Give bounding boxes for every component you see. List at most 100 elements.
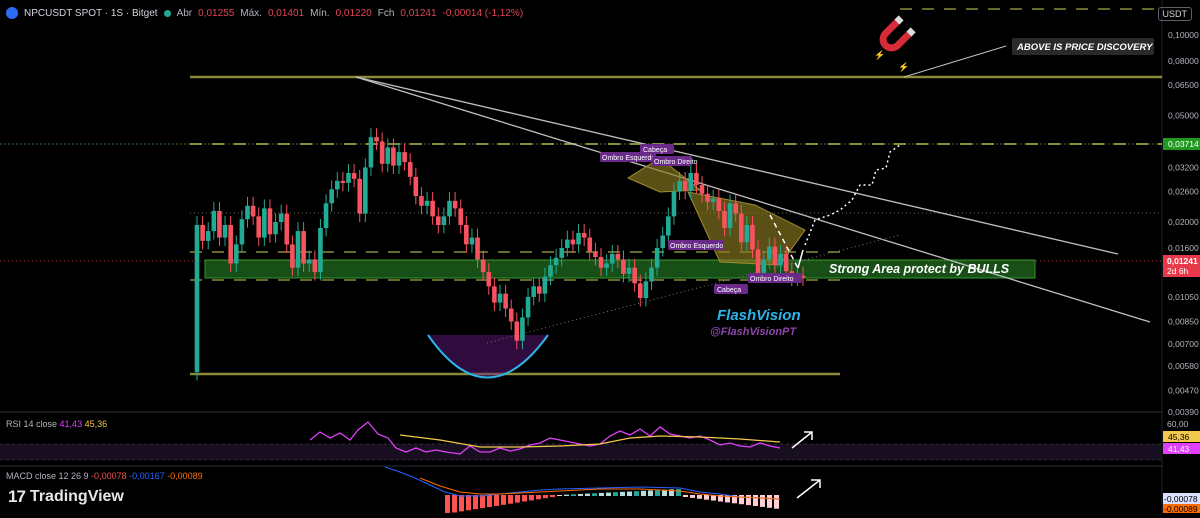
candle	[374, 128, 379, 150]
symbol-title[interactable]: NPCUSDT SPOT · 1S · Bitget	[24, 7, 158, 19]
candle	[211, 202, 217, 240]
candle	[682, 171, 688, 200]
candle	[621, 250, 626, 283]
candle	[677, 171, 682, 200]
candle	[256, 207, 262, 246]
tradingview-logo[interactable]: 17 TradingView	[8, 487, 124, 506]
candle	[694, 164, 699, 194]
macd-bar	[592, 493, 597, 496]
macd-bar	[599, 492, 604, 496]
close-value: 0,01241	[400, 7, 437, 19]
macd-axis-tags: -0,00078 -0,00089	[1163, 493, 1200, 514]
macd-bar	[480, 495, 485, 509]
macd-bar	[627, 491, 632, 496]
candle	[475, 228, 480, 268]
candle	[492, 277, 497, 312]
macd-bar	[473, 495, 478, 510]
candle	[525, 287, 531, 326]
candle	[581, 224, 587, 246]
candle	[750, 216, 755, 258]
macd-bar	[550, 495, 555, 498]
symbol-header[interactable]: NPCUSDT SPOT · 1S · Bitget Abr 0,01255 Má…	[6, 7, 523, 19]
candle	[497, 284, 503, 312]
candle	[559, 239, 565, 267]
candle	[604, 254, 609, 277]
macd-bar	[725, 495, 730, 503]
macd-bar	[648, 490, 653, 496]
price-tag-current: 0,01241 2d 6h	[1163, 255, 1200, 277]
macd-bar	[452, 495, 457, 513]
macd-bar	[466, 495, 471, 511]
macd-bar	[760, 495, 765, 507]
candle	[469, 228, 475, 253]
candle	[435, 207, 441, 234]
price-tick-3: 0,05000	[1168, 111, 1199, 121]
candle	[548, 256, 553, 286]
candle	[346, 164, 351, 192]
macd-bar	[634, 491, 639, 496]
svg-text:45,36: 45,36	[1168, 432, 1190, 442]
macd-bar	[662, 489, 667, 496]
macd-bar	[543, 495, 548, 499]
candle	[385, 138, 391, 173]
price-tick-5: 0,03200	[1168, 162, 1199, 172]
macd-bar	[564, 494, 569, 496]
candle	[262, 199, 267, 246]
tradingview-icon: 17	[8, 487, 26, 506]
candle	[306, 250, 312, 272]
candle	[767, 237, 772, 268]
candle	[363, 158, 368, 223]
macd-bar	[746, 495, 751, 506]
candle	[464, 216, 469, 253]
strong-area-zone	[204, 259, 1036, 279]
candle	[340, 171, 346, 192]
candle	[480, 250, 486, 281]
svg-text:⚡: ⚡	[898, 61, 909, 73]
svg-text:2d 6h: 2d 6h	[1167, 266, 1189, 276]
candle	[643, 272, 649, 307]
candle	[772, 237, 778, 274]
macd-line	[384, 466, 781, 500]
macd-bar	[704, 495, 709, 500]
macd-bar	[487, 495, 492, 507]
candle	[660, 226, 666, 257]
price-tick-13: 0,00580	[1168, 361, 1199, 371]
candle	[205, 222, 211, 250]
candle	[778, 244, 783, 274]
price-tick-10: 0,01050	[1168, 292, 1199, 302]
candle	[637, 274, 643, 307]
candle	[710, 189, 716, 211]
candles	[194, 128, 806, 381]
candle	[553, 248, 559, 274]
candle	[222, 216, 228, 246]
price-tick-8: 0,01600	[1168, 243, 1199, 253]
candle	[441, 207, 447, 234]
candle	[312, 250, 318, 281]
candle	[424, 191, 430, 215]
candle	[334, 171, 340, 198]
macd-bar	[641, 490, 646, 496]
candle	[727, 194, 733, 237]
price-tick-12: 0,00700	[1168, 339, 1199, 349]
macd-bar	[613, 492, 618, 496]
macd-bar	[571, 494, 576, 496]
macd-bar	[494, 495, 499, 506]
macd-bar	[620, 491, 625, 496]
candle	[570, 230, 576, 253]
macd-bar	[697, 495, 702, 499]
macd-bar	[606, 492, 611, 496]
currency-button[interactable]: USDT	[1157, 7, 1192, 21]
macd-bar	[501, 495, 506, 505]
candle	[738, 204, 744, 251]
rsi-legend[interactable]: RSI 14 close 41,43 45,36	[6, 419, 108, 429]
macd-legend[interactable]: MACD close 12 26 9 -0,00078 -0,00167 -0,…	[6, 471, 203, 481]
candle	[688, 164, 694, 200]
candle	[278, 204, 284, 231]
price-tick-1: 0,08000	[1168, 56, 1199, 66]
candle	[233, 235, 239, 272]
candle	[407, 153, 413, 186]
candle	[301, 222, 306, 272]
projection-path	[804, 144, 901, 246]
